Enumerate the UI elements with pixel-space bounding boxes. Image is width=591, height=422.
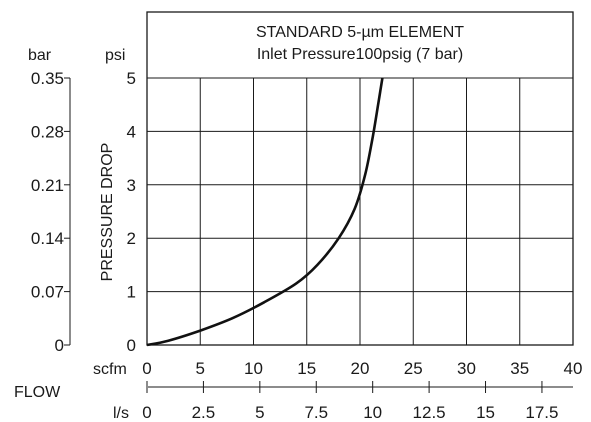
y-axis-title: PRESSURE DROP xyxy=(99,143,116,282)
psi-unit-label: psi xyxy=(105,47,125,64)
chart-title: STANDARD 5-µm ELEMENT xyxy=(256,24,464,41)
grid-lines xyxy=(147,78,573,345)
psi-tick-label: 0 xyxy=(127,336,136,355)
scfm-tick-label: 10 xyxy=(244,359,263,378)
flow-axes: scfm 0 5 10 15 20 25 30 35 40 FLOW l/s 0 2.5 5 7.5 1… xyxy=(14,359,582,422)
ls-tick-label: 0 xyxy=(142,403,151,422)
bar-tick-label: 0.35 xyxy=(31,69,64,88)
x-axis-title: FLOW xyxy=(14,384,61,401)
scfm-tick-label: 30 xyxy=(457,359,476,378)
data-series xyxy=(146,77,384,347)
scfm-tick-label: 20 xyxy=(351,359,370,378)
ls-tick-label: 7.5 xyxy=(304,403,328,422)
psi-tick-label: 4 xyxy=(127,122,136,141)
chart-subtitle: Inlet Pressure100psig (7 bar) xyxy=(257,46,463,63)
bar-unit-label: bar xyxy=(28,47,52,64)
scfm-tick-label: 40 xyxy=(564,359,583,378)
bar-tick-labels: 0 0.07 0.14 0.21 0.28 0.35 xyxy=(31,69,70,355)
ls-tick-labels: 0 2.5 5 7.5 10 12.5 15 17.5 xyxy=(142,381,558,422)
plot-area: STANDARD 5-µm ELEMENT Inlet Pressure100p… xyxy=(146,11,574,347)
psi-axis: psi PRESSURE DROP 0 1 2 3 4 5 xyxy=(99,47,136,355)
bar-tick-label: 0.28 xyxy=(31,122,64,141)
scfm-tick-label: 25 xyxy=(404,359,423,378)
ls-tick-label: 5 xyxy=(255,403,264,422)
scfm-tick-label: 15 xyxy=(297,359,316,378)
psi-tick-label: 1 xyxy=(127,283,136,302)
scfm-unit-label: scfm xyxy=(93,361,127,378)
ls-unit-label: l/s xyxy=(113,405,129,422)
bar-tick-label: 0 xyxy=(55,336,64,355)
ls-tick-label: 12.5 xyxy=(413,403,446,422)
ls-tick-label: 2.5 xyxy=(192,403,216,422)
ls-tick-label: 17.5 xyxy=(525,403,558,422)
scfm-tick-label: 0 xyxy=(142,359,151,378)
left-bar-axis: bar 0 0.07 0.14 0.21 0.28 0.35 xyxy=(28,47,71,355)
bar-tick-label: 0.21 xyxy=(31,176,64,195)
ls-tick-label: 10 xyxy=(363,403,382,422)
bar-tick-label: 0.07 xyxy=(31,283,64,302)
psi-tick-label: 3 xyxy=(127,176,136,195)
psi-tick-labels: 0 1 2 3 4 5 xyxy=(127,69,136,355)
bar-tick-label: 0.14 xyxy=(31,229,64,248)
pressure-drop-curve xyxy=(146,77,384,347)
psi-tick-label: 2 xyxy=(127,229,136,248)
scfm-tick-label: 35 xyxy=(510,359,529,378)
ls-tick-label: 15 xyxy=(476,403,495,422)
scfm-tick-label: 5 xyxy=(196,359,205,378)
psi-tick-label: 5 xyxy=(127,69,136,88)
scfm-tick-labels: 0 5 10 15 20 25 30 35 40 xyxy=(142,359,582,378)
